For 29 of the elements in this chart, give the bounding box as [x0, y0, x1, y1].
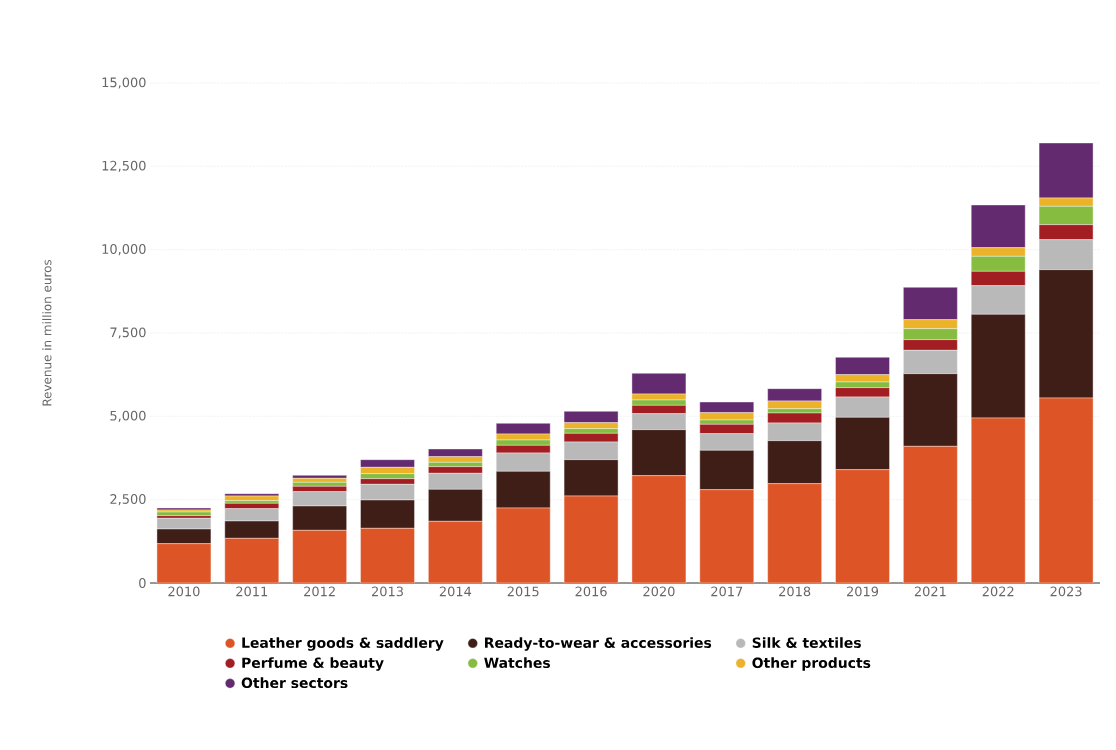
y-tick-label: 12,500 — [102, 160, 146, 172]
legend-label: Leather goods & saddlery — [242, 637, 444, 651]
x-tick-label: 2015 — [507, 586, 539, 597]
x-tick-label: 2016 — [575, 586, 607, 597]
legend-label: Watches — [484, 657, 551, 669]
x-tick-label: 2017 — [711, 586, 743, 597]
x-tick-label: 2023 — [1050, 586, 1082, 597]
legend-label: Other sectors — [241, 677, 348, 689]
y-tick-label: 2,500 — [110, 494, 146, 506]
y-tick-label: 5,000 — [110, 410, 146, 422]
y-tick-label: 0 — [139, 578, 146, 588]
y-axis-title: Revenue in million euros — [42, 259, 52, 406]
x-tick-label: 2018 — [779, 586, 811, 597]
legend-label: Other products — [752, 657, 871, 671]
y-tick-label: 7,500 — [110, 327, 146, 339]
y-tick-label: 10,000 — [102, 244, 146, 256]
x-tick-label: 2011 — [236, 586, 268, 597]
x-tick-label: 2014 — [439, 586, 472, 597]
x-tick-label: 2019 — [846, 586, 879, 597]
x-tick-label: 2022 — [982, 586, 1014, 597]
x-tick-label: 2013 — [371, 586, 403, 597]
y-tick-label: 15,000 — [102, 77, 146, 89]
legend-label: Ready-to-wear & accessories — [485, 637, 712, 651]
x-tick-label: 2010 — [168, 586, 200, 597]
x-tick-label: 2021 — [914, 586, 946, 597]
legend-label: Silk & textiles — [752, 637, 861, 648]
x-tick-label: 2020 — [643, 586, 675, 597]
x-tick-label: 2012 — [304, 586, 335, 597]
legend-label: Perfume & beauty — [242, 657, 384, 671]
